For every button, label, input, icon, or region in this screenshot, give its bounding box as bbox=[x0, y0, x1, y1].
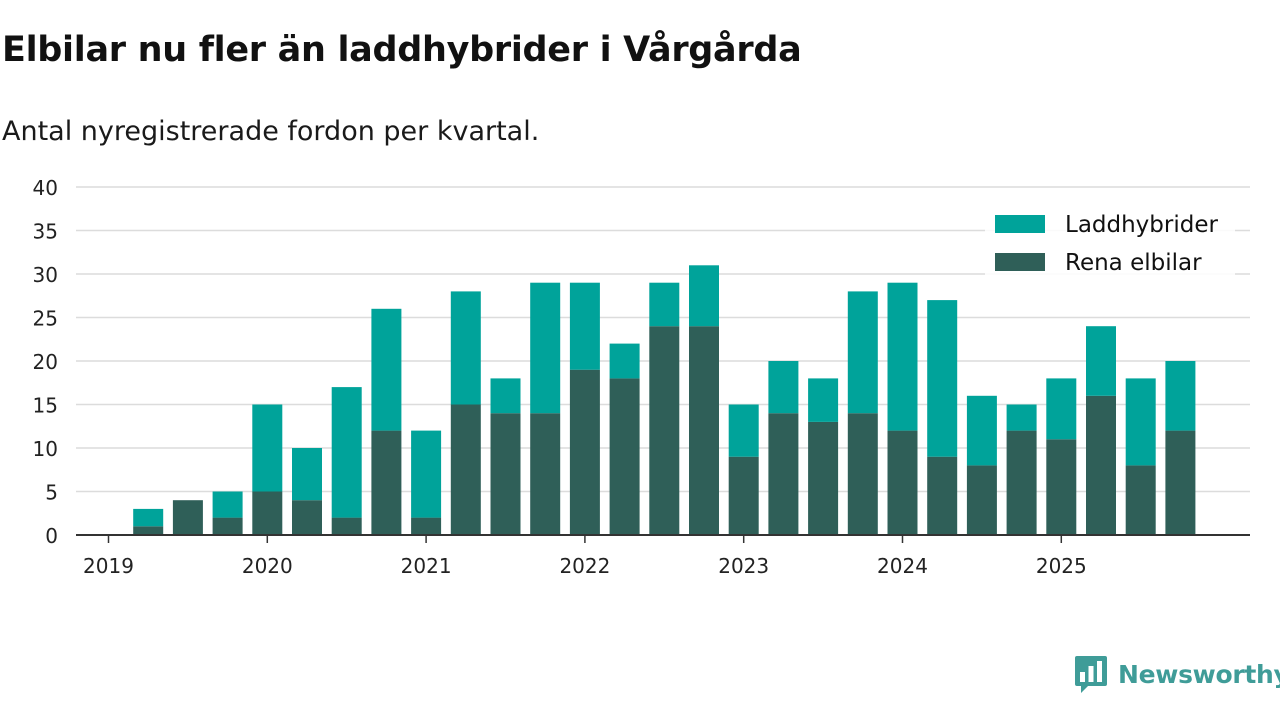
bar-laddhybrider bbox=[292, 448, 322, 501]
x-tick-label: 2025 bbox=[1036, 554, 1087, 578]
bar-laddhybrider bbox=[1046, 378, 1077, 440]
bar-laddhybrider bbox=[649, 282, 680, 327]
bar-rena-elbilar bbox=[728, 456, 759, 535]
bar-laddhybrider bbox=[808, 378, 839, 422]
bar-laddhybrider bbox=[927, 300, 958, 457]
x-tick-label: 2021 bbox=[401, 554, 452, 578]
bar-rena-elbilar bbox=[212, 517, 243, 535]
bars bbox=[133, 265, 1196, 535]
bar-rena-elbilar bbox=[1125, 465, 1156, 535]
y-tick-label: 40 bbox=[33, 176, 58, 200]
y-tick-label: 25 bbox=[33, 307, 58, 331]
x-tick-label: 2020 bbox=[242, 554, 293, 578]
bar-laddhybrider bbox=[133, 508, 164, 527]
y-tick-label: 5 bbox=[45, 481, 58, 505]
chart-subtitle: Antal nyregistrerade fordon per kvartal. bbox=[2, 116, 540, 147]
bar-laddhybrider bbox=[1125, 378, 1156, 466]
bar-rena-elbilar bbox=[649, 326, 680, 535]
bar-rena-elbilar bbox=[808, 421, 839, 535]
legend-swatch bbox=[995, 253, 1045, 271]
bar-rena-elbilar bbox=[490, 413, 521, 535]
bar-rena-elbilar bbox=[292, 500, 322, 535]
y-tick-label: 30 bbox=[33, 263, 58, 287]
legend-label: Rena elbilar bbox=[1065, 250, 1202, 276]
bar-laddhybrider bbox=[569, 282, 600, 370]
bar-rena-elbilar bbox=[609, 378, 640, 535]
bar-rena-elbilar bbox=[1006, 430, 1037, 535]
legend-swatch bbox=[995, 215, 1045, 233]
bar-laddhybrider bbox=[1006, 404, 1037, 431]
bar-laddhybrider bbox=[450, 291, 481, 405]
bar-laddhybrider bbox=[1165, 361, 1196, 431]
bar-laddhybrider bbox=[887, 282, 918, 431]
bar-rena-elbilar bbox=[331, 517, 362, 535]
bar-laddhybrider bbox=[371, 308, 402, 431]
bar-laddhybrider bbox=[331, 387, 362, 518]
y-tick-label: 35 bbox=[33, 220, 58, 244]
bar-laddhybrider bbox=[609, 343, 640, 379]
bar-rena-elbilar bbox=[1046, 439, 1077, 535]
bar-rena-elbilar bbox=[847, 413, 878, 535]
bar-rena-elbilar bbox=[133, 526, 164, 535]
bar-rena-elbilar bbox=[411, 517, 442, 535]
bar-laddhybrider bbox=[252, 404, 283, 492]
bar-rena-elbilar bbox=[371, 430, 402, 535]
x-tick-label: 2023 bbox=[718, 554, 769, 578]
bar-rena-elbilar bbox=[1165, 430, 1196, 535]
bar-rena-elbilar bbox=[569, 369, 600, 535]
bar-laddhybrider bbox=[768, 361, 799, 414]
x-tick-label: 2024 bbox=[877, 554, 928, 578]
bar-laddhybrider bbox=[847, 291, 878, 414]
bar-rena-elbilar bbox=[1086, 395, 1116, 535]
chart-title: Elbilar nu fler än laddhybrider i Vårgår… bbox=[2, 30, 802, 70]
bar-rena-elbilar bbox=[887, 430, 918, 535]
y-tick-label: 0 bbox=[45, 524, 58, 548]
bar-rena-elbilar bbox=[530, 413, 561, 535]
bar-laddhybrider bbox=[490, 378, 521, 414]
bar-rena-elbilar bbox=[768, 413, 799, 535]
bar-laddhybrider bbox=[530, 282, 561, 414]
x-tick-label: 2022 bbox=[559, 554, 610, 578]
legend-label: Laddhybrider bbox=[1065, 212, 1218, 238]
bar-rena-elbilar bbox=[689, 326, 719, 535]
newsworthy-chart-icon bbox=[1075, 656, 1107, 693]
brand-name: Newsworthy bbox=[1118, 659, 1280, 689]
bar-laddhybrider bbox=[411, 430, 442, 518]
bar-laddhybrider bbox=[1086, 326, 1116, 396]
bar-laddhybrider bbox=[212, 491, 243, 518]
bar-rena-elbilar bbox=[966, 465, 997, 535]
legend: Laddhybrider Rena elbilar bbox=[985, 203, 1235, 278]
bar-rena-elbilar bbox=[172, 500, 203, 535]
y-tick-label: 15 bbox=[33, 394, 58, 418]
y-tick-label: 10 bbox=[33, 437, 58, 461]
bar-rena-elbilar bbox=[450, 404, 481, 535]
bar-laddhybrider bbox=[689, 265, 719, 327]
x-tick-label: 2019 bbox=[83, 554, 134, 578]
y-tick-label: 20 bbox=[33, 350, 58, 374]
newsworthy-logo: Newsworthy bbox=[1074, 654, 1280, 694]
bar-rena-elbilar bbox=[927, 456, 958, 535]
bar-laddhybrider bbox=[728, 404, 759, 457]
bar-rena-elbilar bbox=[252, 491, 283, 535]
bar-laddhybrider bbox=[966, 395, 997, 466]
